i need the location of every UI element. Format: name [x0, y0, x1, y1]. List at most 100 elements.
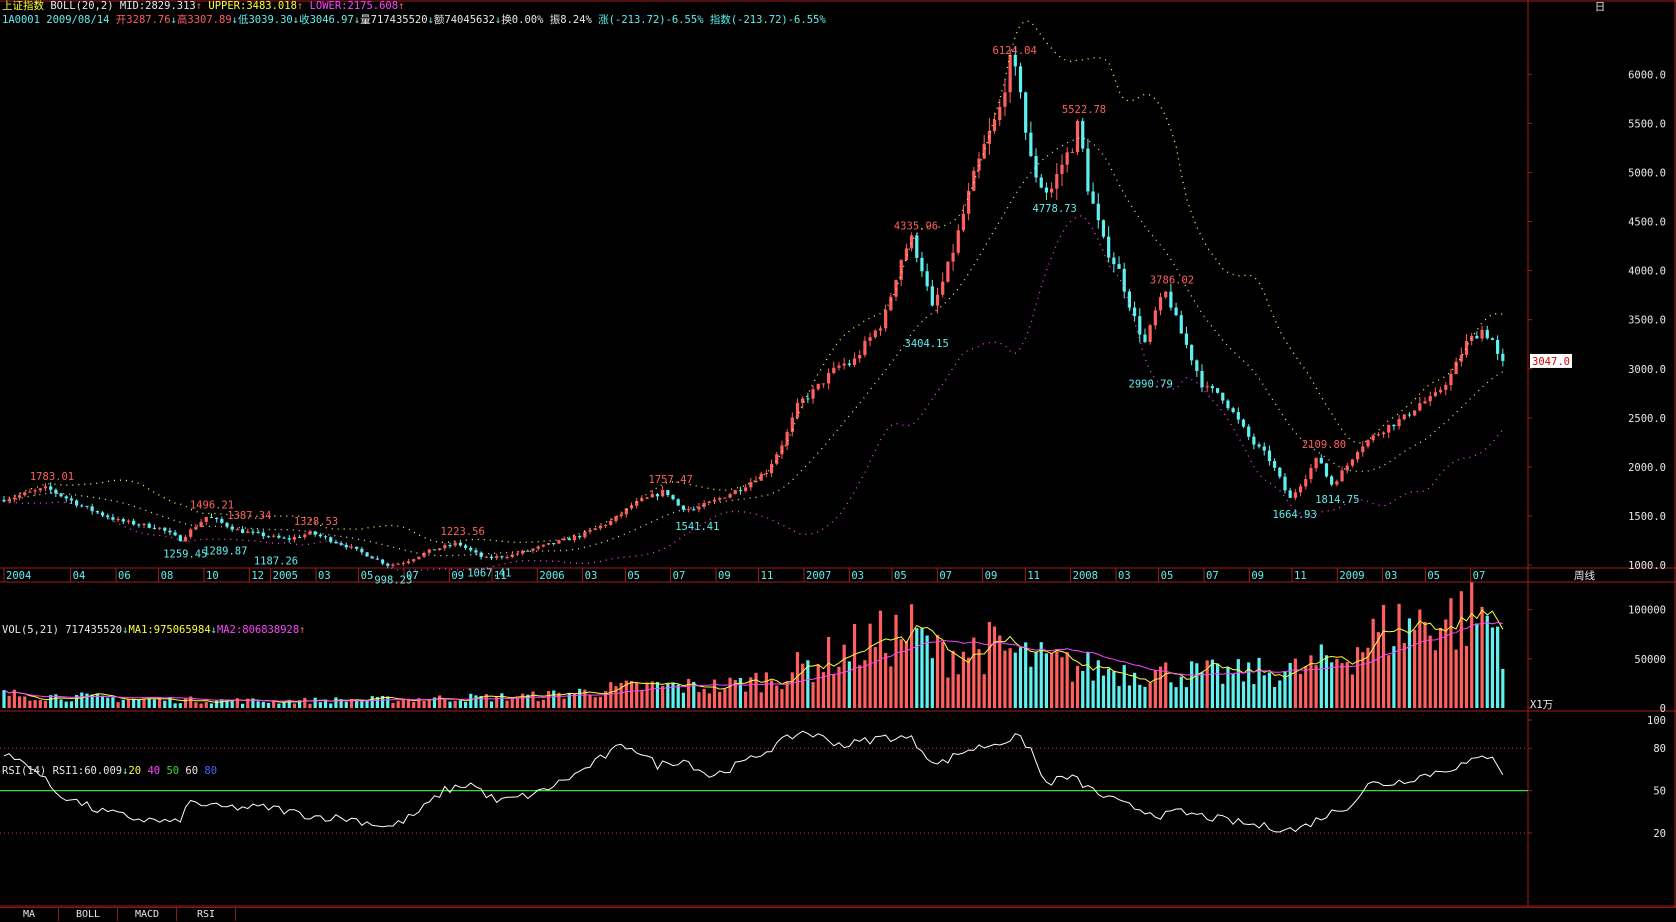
candle-body	[230, 526, 234, 530]
volume-bar	[386, 696, 390, 708]
candle-body	[1298, 486, 1303, 493]
volume-bar	[1101, 675, 1106, 708]
volume-bar	[1179, 676, 1183, 708]
candle-body	[998, 106, 1002, 121]
candle-body	[1158, 297, 1163, 311]
volume-bar	[1184, 687, 1189, 708]
candle-body	[920, 257, 924, 272]
candle-body	[697, 506, 701, 510]
volume-bar	[987, 622, 991, 708]
candle-body	[816, 383, 820, 390]
date-tick-label: 03	[318, 570, 331, 582]
volume-bar	[1205, 660, 1209, 708]
volume-ma2: MA2:806838928	[216, 624, 300, 636]
volume-bar	[469, 693, 473, 708]
candle-body	[28, 491, 32, 493]
volume-bar	[422, 700, 426, 708]
candle-body	[946, 261, 950, 282]
volume-bar	[1164, 662, 1168, 708]
candle-body	[562, 538, 566, 541]
volume-bar	[531, 691, 535, 708]
candle-body	[806, 398, 810, 400]
candle-body	[1029, 132, 1033, 157]
volume-bar	[1241, 681, 1246, 708]
candle-body	[1387, 424, 1391, 433]
volume-bar	[7, 695, 11, 708]
volume-bar	[1381, 604, 1386, 708]
candle-body	[728, 494, 732, 498]
volume-bar	[920, 628, 924, 708]
candle-body	[1039, 177, 1043, 188]
candle-body	[1148, 325, 1152, 342]
volume-bar	[515, 698, 520, 708]
volume-bar	[1117, 686, 1121, 708]
volume-bar	[697, 692, 701, 708]
volume-bar	[1060, 657, 1064, 708]
candle-body	[474, 550, 478, 553]
candle-body	[941, 281, 945, 295]
candle-body	[505, 557, 509, 559]
volume-bar	[775, 685, 779, 708]
candle-body	[972, 170, 976, 191]
volume-bar	[2, 690, 6, 708]
candle-body	[121, 519, 125, 522]
volume-bar	[38, 700, 42, 708]
volume-bar	[308, 703, 312, 708]
volume-bar	[272, 700, 276, 708]
candle-body	[380, 559, 385, 564]
price-annotation: 1223.56	[441, 526, 485, 538]
candle-body	[1355, 452, 1360, 460]
price-tick-label: 1000.0	[1628, 560, 1666, 572]
volume-bar	[842, 644, 846, 708]
candle-body	[360, 548, 364, 553]
candle-body	[842, 363, 846, 366]
candle-body	[406, 561, 411, 564]
volume-bar	[1501, 668, 1505, 708]
tab-ma[interactable]: MA	[0, 908, 59, 921]
candle-body	[759, 473, 763, 481]
candle-body	[1081, 120, 1085, 149]
date-tick-label: 2009	[1339, 570, 1364, 582]
candle-body	[1485, 329, 1489, 339]
candle-body	[738, 490, 743, 492]
price-annotation: 2109.80	[1302, 439, 1346, 451]
volume-bar	[1304, 666, 1308, 708]
volume-label: VOL(5,21)	[2, 624, 59, 636]
price-annotation: 1757.47	[649, 474, 693, 486]
candle-body	[567, 538, 571, 541]
price-tick-label: 2500.0	[1628, 413, 1666, 425]
volume-bar	[412, 701, 416, 708]
volume-bar	[1153, 670, 1157, 708]
rsi-header: RSI(14) RSI1:60.009↓20 40 50 60 80	[2, 765, 218, 777]
volume-bar	[655, 681, 660, 708]
candle-body	[666, 490, 670, 496]
date-tick-label: 10	[206, 570, 219, 582]
volume-bar	[935, 634, 940, 708]
tab-macd[interactable]: MACD	[118, 908, 177, 921]
volume-bar	[811, 682, 815, 708]
candle-body	[956, 230, 960, 253]
candle-body	[225, 522, 229, 527]
tab-rsi[interactable]: RSI	[177, 908, 236, 921]
candle-body	[754, 480, 758, 482]
volume-bar	[1330, 662, 1334, 708]
candle-body	[74, 500, 79, 506]
volume-bar	[1485, 615, 1489, 708]
volume-bar	[816, 664, 820, 708]
volume-bar	[438, 695, 442, 708]
volume-bar	[329, 703, 333, 708]
price-tick-label: 5500.0	[1628, 118, 1666, 130]
candle-body	[951, 252, 955, 262]
candle-body	[1117, 264, 1121, 269]
volume-bar	[1470, 582, 1474, 708]
rsi-current: RSI1:60.009	[52, 765, 123, 777]
date-tick-label: 11	[1294, 570, 1307, 582]
tab-boll[interactable]: BOLL	[59, 908, 118, 921]
candle-body	[209, 516, 214, 518]
candle-body	[401, 563, 405, 565]
volume-bar	[1210, 659, 1214, 708]
candle-body	[1153, 310, 1157, 326]
date-tick-label: 07	[406, 570, 419, 582]
candle-body	[1138, 316, 1142, 335]
